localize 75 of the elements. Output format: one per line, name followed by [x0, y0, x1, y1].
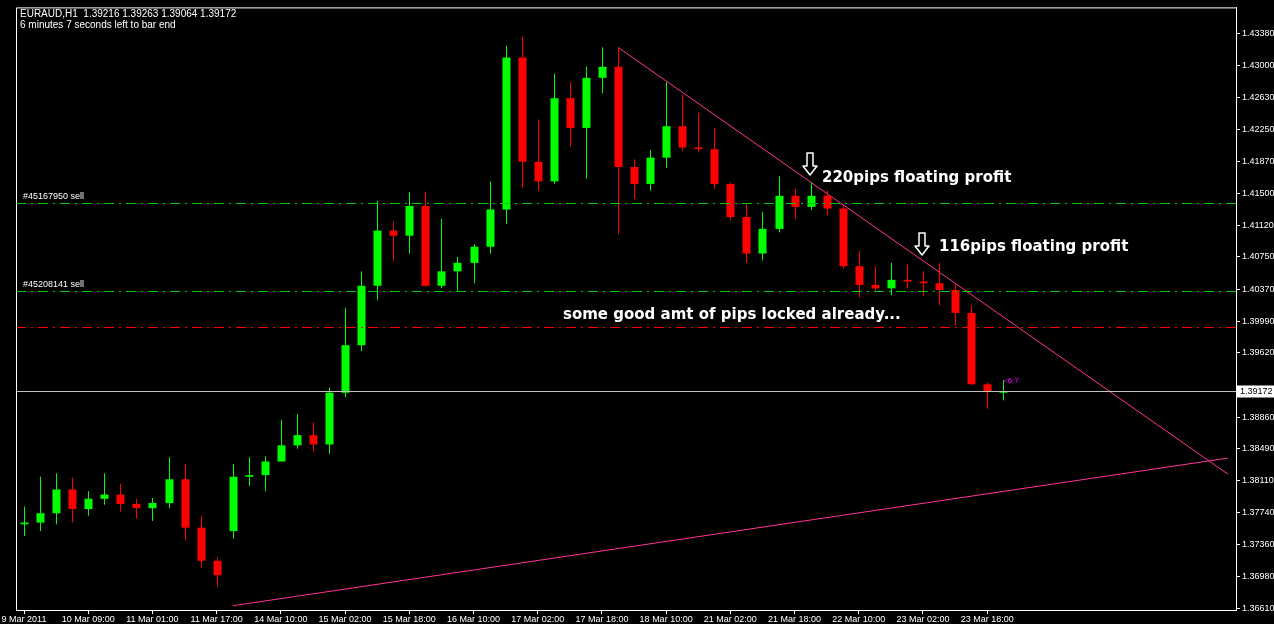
x-tick-label: 21 Mar 02:00: [703, 613, 757, 624]
y-tick-label: 1.39620: [1242, 347, 1274, 358]
y-tick-label: 1.42630: [1242, 91, 1274, 102]
y-tick-label: 1.39990: [1242, 315, 1274, 326]
y-tick-label: 1.37360: [1242, 539, 1274, 550]
candlestick: [245, 456, 254, 487]
x-tick-label: 17 Mar 02:00: [511, 613, 565, 624]
x-tick-label: 22 Mar 10:00: [832, 613, 886, 624]
candlestick: [903, 264, 912, 289]
candlestick: [630, 158, 639, 200]
x-tick-label: 11 Mar 17:00: [190, 613, 243, 624]
annotation: <6:7: [1003, 376, 1020, 386]
y-tick-label: 1.41120: [1242, 220, 1274, 231]
candlestick: [68, 477, 77, 524]
chart-title: EURAUD,H1 1.39216 1.39263 1.39064 1.39172: [20, 8, 237, 20]
candlestick: [791, 188, 800, 220]
y-tick-label: 1.38860: [1242, 411, 1274, 422]
y-tick-label: 1.38110: [1242, 475, 1274, 486]
candlestick: [148, 497, 157, 522]
candlestick: [309, 421, 318, 453]
candlestick: [470, 243, 479, 284]
y-tick-label: 1.37740: [1242, 506, 1274, 517]
candlestick: [807, 181, 816, 211]
candlestick: [84, 490, 93, 517]
x-tick-label: 14 Mar 10:00: [254, 613, 308, 624]
ref-line-label: #45208141 sell: [23, 279, 85, 290]
candlestick: [116, 483, 125, 513]
candlestick: [132, 498, 141, 519]
candlestick: [598, 46, 607, 94]
x-tick-label: 9 Mar 2011: [1, 613, 47, 624]
y-tick-label: 1.38490: [1242, 443, 1274, 454]
x-tick-label: 16 Mar 10:00: [446, 613, 501, 624]
annotation: 220pips floating profit: [822, 167, 1012, 186]
x-tick-label: 15 Mar 18:00: [382, 613, 436, 624]
candlestick: [855, 250, 864, 299]
annotation: 116pips floating profit: [939, 236, 1129, 255]
candlestick: [389, 220, 398, 262]
candlestick: [887, 262, 896, 296]
y-tick-label: 1.36610: [1242, 602, 1274, 613]
candlestick: [261, 455, 270, 492]
y-tick-label: 1.40750: [1242, 251, 1274, 262]
candlestick: [453, 256, 462, 292]
candlestick: [36, 476, 45, 532]
x-tick-label: 18 Mar 10:00: [639, 613, 693, 624]
y-tick-label: 1.36980: [1242, 571, 1274, 582]
x-tick-label: 21 Mar 18:00: [768, 613, 822, 624]
candlestick: [100, 472, 109, 506]
candlestick: [165, 456, 174, 509]
candlestick: [437, 218, 446, 289]
y-tick-label: 1.40370: [1242, 283, 1274, 294]
x-tick-label: 15 Mar 02:00: [318, 613, 372, 624]
y-tick-label: 1.43380: [1242, 28, 1274, 39]
x-tick-label: 23 Mar 18:00: [960, 613, 1014, 624]
candlestick: [213, 556, 222, 588]
candlestick: [694, 112, 703, 154]
x-tick-label: 11 Mar 01:00: [126, 613, 179, 624]
candlestick: [823, 190, 832, 216]
ref-line-label: 1.39172: [1240, 385, 1273, 396]
y-tick-label: 1.43000: [1242, 60, 1274, 71]
y-tick-label: 1.42250: [1242, 124, 1274, 135]
y-tick-label: 1.41870: [1242, 156, 1274, 167]
text: 6 minutes 7 seconds left to bar end: [20, 19, 176, 31]
y-tick-label: 1.41500: [1242, 187, 1274, 198]
x-tick-label: 10 Mar 09:00: [61, 613, 115, 624]
annotation: some good amt of pips locked already...: [563, 304, 901, 323]
ref-line-label: #45167950 sell: [23, 191, 85, 202]
candlestick: [52, 472, 61, 525]
candlestick: [293, 413, 302, 450]
candlestick: [277, 419, 286, 462]
candlestick: [983, 382, 992, 410]
x-tick-label: 17 Mar 18:00: [575, 613, 629, 624]
candlestick: [678, 94, 687, 152]
x-tick-label: 23 Mar 02:00: [896, 613, 950, 624]
candlestick: [935, 262, 944, 306]
candlestick: [534, 118, 543, 192]
